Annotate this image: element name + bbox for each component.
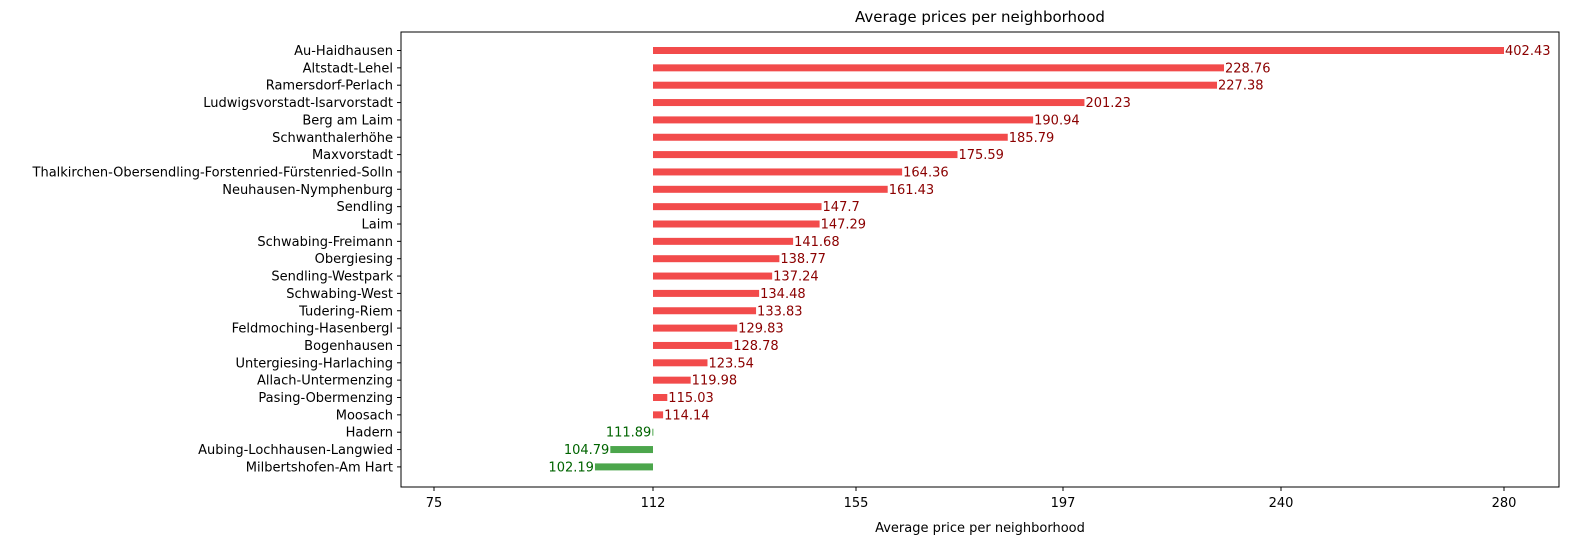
value-label: 141.68 (794, 235, 840, 250)
y-tick-label: Untergiesing-Harlaching (235, 356, 393, 371)
value-label: 111.89 (606, 426, 652, 441)
value-label: 123.54 (708, 356, 754, 371)
bar (653, 168, 903, 176)
value-label: 137.24 (773, 270, 819, 285)
y-tick-label: Au-Haidhausen (294, 44, 393, 59)
value-label: 138.77 (780, 252, 826, 267)
value-label: 161.43 (889, 183, 935, 198)
value-label: 190.94 (1034, 113, 1080, 128)
value-label: 402.43 (1505, 44, 1551, 59)
bar (653, 394, 668, 401)
bar (653, 203, 822, 211)
bar (653, 411, 664, 419)
value-label: 227.38 (1218, 79, 1264, 94)
value-label: 175.59 (958, 148, 1004, 163)
y-tick-label: Allach-Untermenzing (257, 374, 393, 389)
bar (653, 272, 773, 280)
y-tick-label: Bogenhausen (304, 339, 393, 354)
y-tick-label: Laim (362, 218, 393, 233)
x-tick-label: 112 (641, 496, 666, 511)
bar (653, 324, 738, 332)
y-tick-label: Neuhausen-Nymphenburg (222, 183, 393, 198)
value-label: 134.48 (760, 287, 806, 302)
value-label: 201.23 (1085, 96, 1131, 111)
y-tick-label: Milbertshofen-Am Hart (246, 460, 393, 475)
value-label: 147.29 (821, 218, 867, 233)
plot-area-frame (400, 31, 1560, 488)
y-tick-label: Obergiesing (315, 252, 393, 267)
value-label: 129.83 (738, 322, 784, 337)
value-label: 185.79 (1009, 131, 1055, 146)
x-tick-label: 280 (1492, 496, 1517, 511)
y-tick-label: Berg am Laim (302, 113, 393, 128)
y-tick-label: Schwabing-Freimann (257, 235, 393, 250)
chart-title: Average prices per neighborhood (855, 8, 1105, 26)
y-tick-label: Moosach (336, 408, 393, 423)
y-tick-label: Schwabing-West (286, 287, 393, 302)
value-labels: 402.43 228.76 227.38 201.23 190.94 185.79 175.… (548, 44, 1550, 475)
bars-group (594, 47, 1504, 471)
bar (653, 376, 691, 384)
bar (653, 64, 1225, 72)
x-tick-label: 197 (1051, 496, 1076, 511)
bar (653, 359, 708, 367)
bar (653, 116, 1034, 124)
x-tick-label: 155 (844, 496, 869, 511)
bar (653, 81, 1218, 89)
value-label: 114.14 (664, 408, 710, 423)
y-tick-label: Tudering-Riem (298, 304, 393, 319)
y-tick-label: Hadern (346, 426, 393, 441)
bar (594, 463, 653, 471)
bar (610, 446, 653, 454)
bar (653, 220, 820, 228)
y-tick-label: Schwanthalerhöhe (272, 131, 393, 146)
y-tick-label: Sendling-Westpark (271, 270, 393, 285)
x-axis-label: Average price per neighborhood (875, 521, 1085, 536)
bar (653, 185, 888, 193)
y-tick-label: Sendling (337, 200, 393, 215)
value-label: 133.83 (757, 304, 803, 319)
x-tick-label: 240 (1269, 496, 1294, 511)
y-tick-label: Pasing-Obermenzing (258, 391, 393, 406)
value-label: 164.36 (903, 165, 949, 180)
y-tick-label: Aubing-Lochhausen-Langwied (198, 443, 393, 458)
y-tick-label: Ludwigsvorstadt-Isarvorstadt (203, 96, 393, 111)
y-tick-label: Maxvorstadt (312, 148, 393, 163)
bar (652, 428, 654, 436)
bar (653, 151, 958, 159)
value-label: 115.03 (668, 391, 714, 406)
bar (653, 289, 760, 297)
value-label: 128.78 (733, 339, 779, 354)
bar (653, 99, 1085, 107)
bar (653, 307, 757, 315)
bar (653, 47, 1504, 54)
value-label: 119.98 (692, 374, 738, 389)
value-label: 228.76 (1225, 61, 1271, 76)
bar (653, 341, 733, 349)
bar (653, 237, 794, 245)
value-label: 104.79 (564, 443, 610, 458)
y-tick-label: Thalkirchen-Obersendling-Forstenried-Für… (32, 165, 393, 180)
value-label: 102.19 (548, 460, 594, 475)
x-tick-label: 75 (426, 496, 443, 511)
value-label: 147.7 (823, 200, 860, 215)
y-axis-labels: Au-Haidhausen Altstadt-Lehel Ramersdorf-Pe… (32, 44, 401, 475)
bar (653, 133, 1008, 141)
bar (653, 255, 780, 263)
y-tick-label: Ramersdorf-Perlach (266, 79, 393, 94)
x-axis-ticks: 75 112 155 197 240 280 (426, 487, 1517, 511)
y-tick-label: Feldmoching-Hasenbergl (232, 322, 393, 337)
y-tick-label: Altstadt-Lehel (303, 61, 393, 76)
